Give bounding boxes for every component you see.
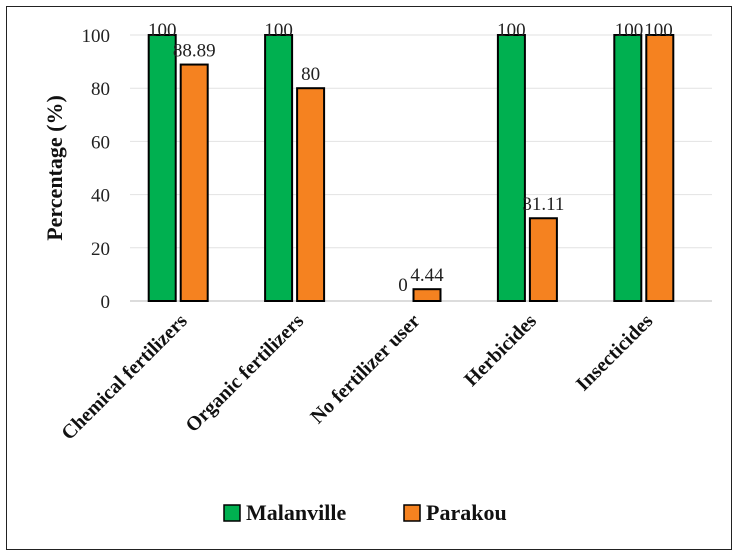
- bar-malanville-0: [147, 34, 177, 302]
- data-label: 100: [148, 20, 177, 41]
- y-tick-label: 60: [91, 132, 110, 153]
- legend: Malanville Parakou: [223, 500, 507, 525]
- data-label: 88.89: [173, 41, 216, 62]
- legend-swatch-malanville: [223, 504, 241, 522]
- chart-frame: [6, 6, 732, 550]
- data-label: 100: [615, 20, 644, 41]
- data-label: 80: [301, 64, 320, 85]
- bar-malanville-4: [613, 34, 643, 302]
- category-label: Insecticides: [572, 310, 658, 396]
- y-axis-ticks: 0 20 40 60 80 100: [82, 26, 111, 313]
- category-label: Herbicides: [460, 310, 541, 391]
- bar-malanville-1: [264, 34, 294, 302]
- bar-malanville-3: [496, 34, 526, 302]
- y-tick-label: 80: [91, 79, 110, 100]
- data-label: 31.11: [522, 194, 564, 215]
- category-label: Chemical fertilizers: [57, 310, 192, 445]
- bar-parakou-2: [412, 288, 442, 303]
- bar-parakou-4: [645, 34, 675, 302]
- data-label: 100: [497, 20, 526, 41]
- data-label: 4.44: [410, 265, 444, 286]
- y-tick-label: 0: [101, 292, 111, 313]
- y-tick-label: 20: [91, 239, 110, 260]
- category-label: No fertilizer user: [306, 310, 424, 428]
- legend-label-parakou: Parakou: [426, 500, 507, 525]
- y-tick-label: 40: [91, 186, 110, 207]
- bar-parakou-1: [296, 87, 326, 302]
- data-label: 100: [264, 20, 293, 41]
- legend-label-malanville: Malanville: [246, 500, 346, 525]
- bar-parakou-3: [528, 217, 558, 303]
- y-tick-label: 100: [82, 26, 111, 47]
- data-label: 0: [398, 275, 408, 296]
- bar-parakou-0: [179, 63, 209, 302]
- y-axis-label: Percentage (%): [42, 95, 67, 241]
- legend-swatch-parakou: [403, 504, 421, 522]
- category-label: Organic fertilizers: [181, 310, 308, 437]
- data-label: 100: [644, 20, 673, 41]
- bars: [147, 34, 675, 303]
